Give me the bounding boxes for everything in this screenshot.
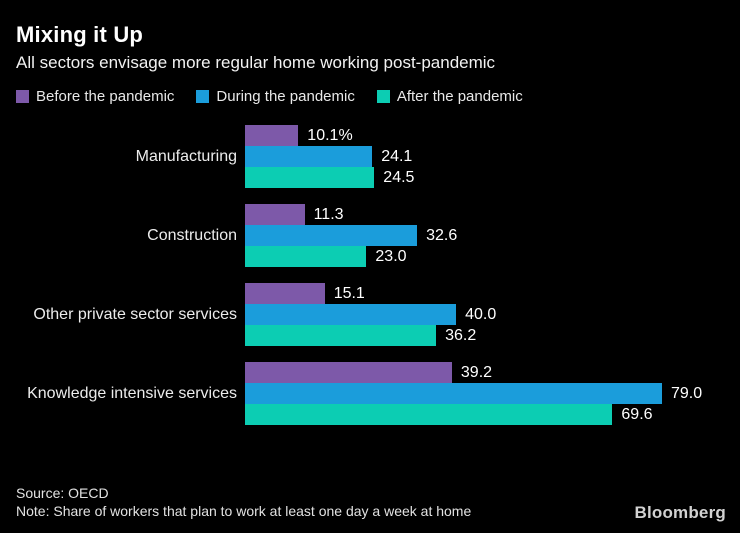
source-text: Source: OECD — [16, 485, 109, 501]
value-label: 24.5 — [383, 168, 415, 186]
bar-line: 79.0 — [245, 383, 740, 404]
bars-container: 10.1% 24.1 24.5 — [245, 125, 740, 188]
legend: Before the pandemic During the pandemic Af… — [16, 88, 740, 105]
bar-before-the-pandemic — [245, 204, 305, 225]
bar-line: 15.1 — [245, 283, 740, 304]
note-text: Note: Share of workers that plan to work… — [16, 502, 472, 519]
bar-before-the-pandemic — [245, 362, 452, 383]
bar-during-the-pandemic — [245, 146, 373, 167]
bar-line: 32.6 — [245, 225, 740, 246]
chart: Manufacturing 10.1% 24.1 24.5 Construction 11… — [0, 125, 740, 425]
bar-line: 10.1% — [245, 125, 740, 146]
value-label: 11.3 — [313, 205, 344, 223]
bar-before-the-pandemic — [245, 283, 325, 304]
bar-line: 69.6 — [245, 404, 740, 425]
value-label: 24.1 — [381, 147, 413, 165]
bar-line: 23.0 — [245, 246, 740, 267]
bar-during-the-pandemic — [245, 225, 418, 246]
value-label: 10.1% — [307, 126, 353, 144]
category-label: Knowledge intensive services — [27, 384, 237, 402]
bar-group-other-private-sector-services: Other private sector services 15.1 40.0 36.… — [0, 283, 740, 346]
bloomberg-logo: Bloomberg — [634, 503, 726, 522]
value-label: 15.1 — [333, 284, 365, 302]
bar-line: 36.2 — [245, 325, 740, 346]
category-label: Other private sector services — [33, 305, 237, 323]
legend-label: After the pandemic — [396, 88, 523, 105]
bar-during-the-pandemic — [245, 304, 457, 325]
legend-item-after-the-pandemic: After the pandemic — [376, 88, 523, 105]
legend-item-before-the-pandemic: Before the pandemic — [16, 88, 174, 105]
legend-label: Before the pandemic — [36, 88, 175, 105]
bar-group-manufacturing: Manufacturing 10.1% 24.1 24.5 — [0, 125, 740, 188]
bar-during-the-pandemic — [245, 383, 662, 404]
bar-after-the-pandemic — [245, 325, 437, 346]
chart-title: Mixing it Up — [16, 22, 144, 47]
bar-line: 39.2 — [245, 362, 740, 383]
bars-container: 11.3 32.6 23.0 — [245, 204, 740, 267]
legend-label: During the pandemic — [216, 88, 355, 105]
bar-line: 24.1 — [245, 146, 740, 167]
value-label: 36.2 — [445, 326, 477, 344]
bar-line: 40.0 — [245, 304, 740, 325]
bars-container: 15.1 40.0 36.2 — [245, 283, 740, 346]
chart-footer: Source: OECD Note: Share of workers that… — [16, 485, 471, 520]
legend-swatch-during-the-pandemic — [196, 90, 210, 103]
category-label: Construction — [147, 226, 237, 244]
legend-swatch-after-the-pandemic — [376, 90, 390, 103]
value-label: 23.0 — [375, 247, 407, 265]
bar-line: 11.3 — [245, 204, 740, 225]
bar-after-the-pandemic — [245, 167, 375, 188]
value-label: 39.2 — [460, 363, 493, 381]
bar-before-the-pandemic — [245, 125, 299, 146]
bar-line: 24.5 — [245, 167, 740, 188]
bar-group-knowledge-intensive-services: Knowledge intensive services 39.2 79.0 69.6 — [0, 362, 740, 425]
category-label: Manufacturing — [135, 147, 237, 165]
bar-group-construction: Construction 11.3 32.6 23.0 — [0, 204, 740, 267]
value-label: 40.0 — [465, 305, 497, 323]
bar-after-the-pandemic — [245, 246, 367, 267]
value-label: 32.6 — [426, 226, 458, 244]
chart-header: Mixing it Up All sectors envisage more r… — [0, 0, 740, 73]
chart-subtitle: All sectors envisage more regular home w… — [16, 53, 496, 72]
legend-swatch-before-the-pandemic — [16, 90, 29, 103]
bar-after-the-pandemic — [245, 404, 613, 425]
value-label: 79.0 — [671, 384, 703, 402]
legend-item-during-the-pandemic: During the pandemic — [196, 88, 355, 105]
value-label: 69.6 — [621, 405, 653, 423]
bars-container: 39.2 79.0 69.6 — [245, 362, 740, 425]
